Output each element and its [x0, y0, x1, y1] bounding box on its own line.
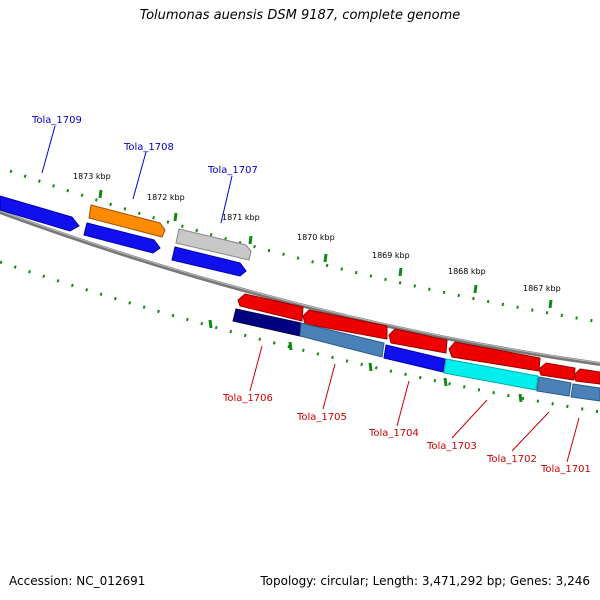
scale-label: 1873 kbp — [73, 172, 111, 181]
scale-label: 1869 kbp — [372, 251, 410, 260]
gene-arrow[interactable] — [175, 228, 252, 261]
gene-block[interactable] — [536, 376, 572, 397]
forward-strand-genes — [0, 195, 252, 277]
gene-arrow[interactable] — [171, 246, 247, 277]
gene-label-tola-1702[interactable]: Tola_1702 — [486, 454, 537, 465]
gene-arrow[interactable] — [448, 341, 541, 372]
gene-arrow[interactable] — [88, 204, 166, 238]
accession-text: Accession: NC_012691 — [9, 574, 146, 588]
gene-arrow[interactable] — [83, 222, 161, 254]
inner-scale-ring — [0, 260, 600, 414]
gene-block[interactable] — [299, 322, 385, 358]
major-ticks — [98, 189, 553, 403]
gene-arrow[interactable] — [302, 309, 388, 340]
gene-block[interactable] — [570, 383, 600, 402]
gene-labels: Tola_1709 Tola_1708 Tola_1707 Tola_1706 … — [31, 115, 591, 475]
gene-arrow[interactable] — [538, 362, 576, 381]
scale-label: 1868 kbp — [448, 267, 486, 276]
scale-label: 1871 kbp — [222, 213, 260, 222]
gene-arrow[interactable] — [0, 195, 80, 232]
gene-label-tola-1701[interactable]: Tola_1701 — [540, 464, 591, 475]
scale-label: 1872 kbp — [147, 193, 185, 202]
gene-label-tola-1705[interactable]: Tola_1705 — [296, 412, 347, 423]
gene-arrow[interactable] — [388, 328, 448, 354]
gene-arrow[interactable] — [237, 293, 304, 322]
label-leader-lines — [41, 125, 580, 463]
gene-block[interactable] — [443, 358, 539, 391]
gene-label-tola-1709[interactable]: Tola_1709 — [31, 115, 82, 126]
map-title: Tolumonas auensis DSM 9187, complete gen… — [139, 8, 461, 23]
gene-label-tola-1708[interactable]: Tola_1708 — [123, 142, 174, 153]
scale-label: 1867 kbp — [523, 284, 561, 293]
genome-backbone — [0, 210, 600, 366]
genome-summary-text: Topology: circular; Length: 3,471,292 bp… — [260, 574, 590, 588]
gene-label-tola-1707[interactable]: Tola_1707 — [207, 165, 258, 176]
gene-arrow[interactable] — [573, 368, 600, 385]
gene-label-tola-1704[interactable]: Tola_1704 — [368, 428, 419, 439]
gene-label-tola-1706[interactable]: Tola_1706 — [222, 393, 273, 404]
scale-label: 1870 kbp — [297, 233, 335, 242]
genome-backbone-highlight — [0, 210, 600, 364]
scale-labels: 1873 kbp 1872 kbp 1871 kbp 1870 kbp 1869… — [73, 172, 561, 293]
gene-label-tola-1703[interactable]: Tola_1703 — [426, 441, 477, 452]
reverse-strand-genes — [232, 293, 600, 402]
gene-block[interactable] — [383, 344, 446, 373]
